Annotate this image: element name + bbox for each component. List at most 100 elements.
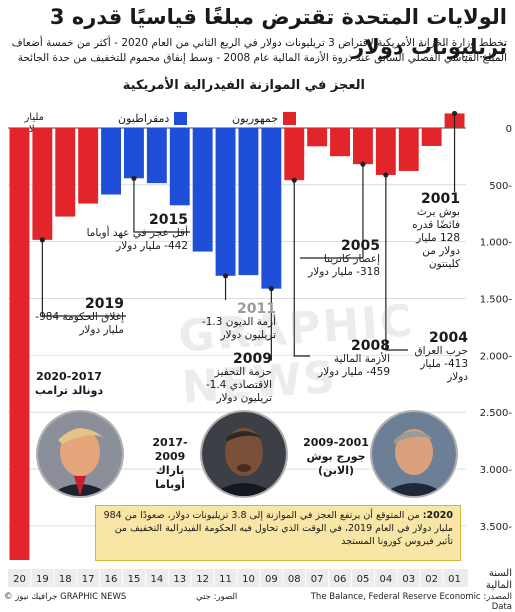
obama-photo (200, 410, 288, 498)
subtitle: تخطط وزارة الخزانة الأمريكية لاقتراض 3 ت… (11, 37, 507, 64)
annotation-year: 2004 (429, 330, 468, 346)
y-tick-labels: 0 500- 1.000- 1.500- 2.000- 2.500- 3.000- 3.500… (480, 124, 513, 533)
bar-05 (353, 128, 373, 165)
annotation-year: 2008 (351, 338, 390, 354)
photo-credit: الصور: جتي (196, 592, 238, 602)
annotation-2001: 2001 بوش يرث فائضًا قدره 128 مليار دولار… (400, 191, 460, 271)
legend-label-democrat: دمقراطيون (118, 112, 170, 125)
leader-line-05 (300, 164, 364, 259)
annotation-text: إغلاق الحكومة 984- مليار دولار (35, 311, 124, 336)
president-label-bush: 2009-2001 جورج بوش (الابن) (300, 436, 372, 478)
annotation-2019: 2019 إغلاق الحكومة 984- مليار دولار (14, 296, 124, 337)
bar-12 (192, 128, 213, 252)
annotation-year: 2015 (149, 212, 188, 228)
president-name: دونالد ترامب (34, 384, 104, 397)
annotation-text: الأزمة المالية 459- مليار دولار (318, 353, 390, 378)
president-years: 2009-2001 (303, 436, 369, 449)
chart-title: العجز في الموازنة الفيدرالية الأمريكية (122, 78, 365, 93)
page-title: الولايات المتحدة تقترض مبلغًا قياسيًا قد… (49, 5, 507, 59)
trump-photo (36, 410, 124, 498)
bar-10 (238, 128, 259, 276)
bar-08 (284, 128, 305, 181)
president-name: جورج بوش (الابن) (306, 450, 366, 477)
legend-swatch-democrat (174, 112, 188, 125)
legend-republican: جمهوريون (232, 112, 297, 125)
bars (9, 113, 465, 560)
leader-dot-04 (383, 172, 389, 178)
y-tick-label: 500- (489, 181, 512, 192)
y-tick-label: 1.000- (480, 238, 513, 249)
bar-03 (398, 128, 419, 171)
annotation-year: 2011 (237, 301, 276, 317)
y-tick-label: 3.000- (480, 465, 513, 476)
leader-dot-09 (268, 286, 274, 292)
annotation-2005: 2005 إعصار كاترينا 318- مليار دولار (300, 239, 380, 279)
x-tick-label: 18 (59, 574, 72, 585)
x-tick-label: 14 (150, 574, 163, 585)
bar-16 (101, 128, 121, 195)
y-tick-label: 1.500- (480, 295, 513, 306)
annotation-text: بوش يرث فائضًا قدره 128 مليار دولار من ك… (412, 206, 460, 270)
leader-dot-19 (39, 237, 45, 243)
leader-dot-15 (131, 175, 137, 181)
president-label-trump: 2020-2017 دونالد ترامب (28, 370, 110, 398)
x-tick-label: 08 (288, 574, 301, 585)
x-tick-label: 01 (448, 574, 461, 585)
x-tick-label: 02 (425, 574, 438, 585)
annotation-text: أزمة الديون 1.3- تريليون دولار (201, 316, 276, 341)
annotation-2009: 2009 حزمة التحفيز الاقتصادي 1.4- تريليون… (176, 351, 272, 405)
source-note: المصدر: The Balance, Federal Reserve Eco… (310, 592, 512, 612)
publisher-credit: © جرافيك نيوز GRAPHIC NEWS (4, 592, 127, 602)
annotation-2004: 2004 حرب العراق 413- مليار دولار (408, 330, 468, 384)
leader-dot-01 (451, 110, 458, 117)
annotation-year: 2019 (85, 296, 124, 312)
y-tick-label: 2.000- (480, 351, 513, 362)
leader-line-19 (41, 239, 126, 317)
callout-text: من المتوقع أن يرتفع العجز في الموازنة إل… (103, 510, 453, 547)
x-tick-label: 10 (242, 574, 255, 585)
bar-02 (421, 128, 442, 146)
bar-15 (124, 128, 144, 179)
bar-07 (307, 128, 328, 147)
x-tick-label: 11 (219, 574, 232, 585)
annotation-text: حزمة التحفيز الاقتصادي 1.4- تريليون دولا… (205, 366, 272, 404)
forecast-callout: 2020: من المتوقع أن يرتفع العجز في الموا… (95, 505, 461, 561)
leader-line-09 (270, 288, 272, 361)
x-tick-label: 12 (196, 574, 209, 585)
x-tick-label: 06 (334, 574, 347, 585)
legend-label-republican: جمهوريون (232, 112, 279, 125)
president-years: 2017-2009 (152, 436, 188, 463)
bush-photo (370, 410, 458, 498)
x-tick-label: 09 (265, 574, 278, 585)
x-tick-label: 05 (357, 574, 370, 585)
annotation-text: إعصار كاترينا 318- مليار دولار (308, 253, 380, 278)
leader-dot-05 (360, 161, 366, 167)
annotation-text: حرب العراق 413- مليار دولار (414, 345, 468, 383)
x-tick-label: 03 (402, 574, 415, 585)
annotation-2011: 2011 أزمة الديون 1.3- تريليون دولار (184, 301, 276, 342)
x-tick-label: 07 (311, 574, 324, 585)
x-tick-label: 16 (105, 574, 118, 585)
annotation-2015: 2015 أقل عجز في عهد أوباما 442- مليار دو… (78, 212, 188, 253)
leader-line-04 (385, 174, 408, 351)
president-name: باراك أوباما (155, 464, 185, 491)
annotation-year: 2001 (421, 191, 460, 207)
legend-swatch-republican (283, 112, 297, 125)
bar-11 (215, 128, 236, 276)
y-tick-label: 2.500- (480, 408, 513, 419)
president-years: 2020-2017 (36, 370, 102, 383)
bar-19 (32, 128, 53, 240)
annotation-2008: 2008 الأزمة المالية 459- مليار دولار (310, 338, 390, 379)
x-tick-label: 04 (379, 574, 392, 585)
bar-14 (146, 128, 167, 184)
callout-lead: 2020: (422, 510, 453, 521)
leader-line-08 (293, 180, 310, 357)
x-tick-labels: 20 19 18 17 16 15 14 13 12 11 10 09 08 07 06 05 04 03 02 01 (8, 569, 468, 587)
y-tick-label: 0 (506, 124, 512, 135)
x-tick-label: 15 (128, 574, 141, 585)
x-tick-label: 13 (173, 574, 186, 585)
annotation-year: 2009 (233, 351, 272, 367)
president-label-obama: 2017-2009 باراك أوباما (140, 436, 200, 492)
